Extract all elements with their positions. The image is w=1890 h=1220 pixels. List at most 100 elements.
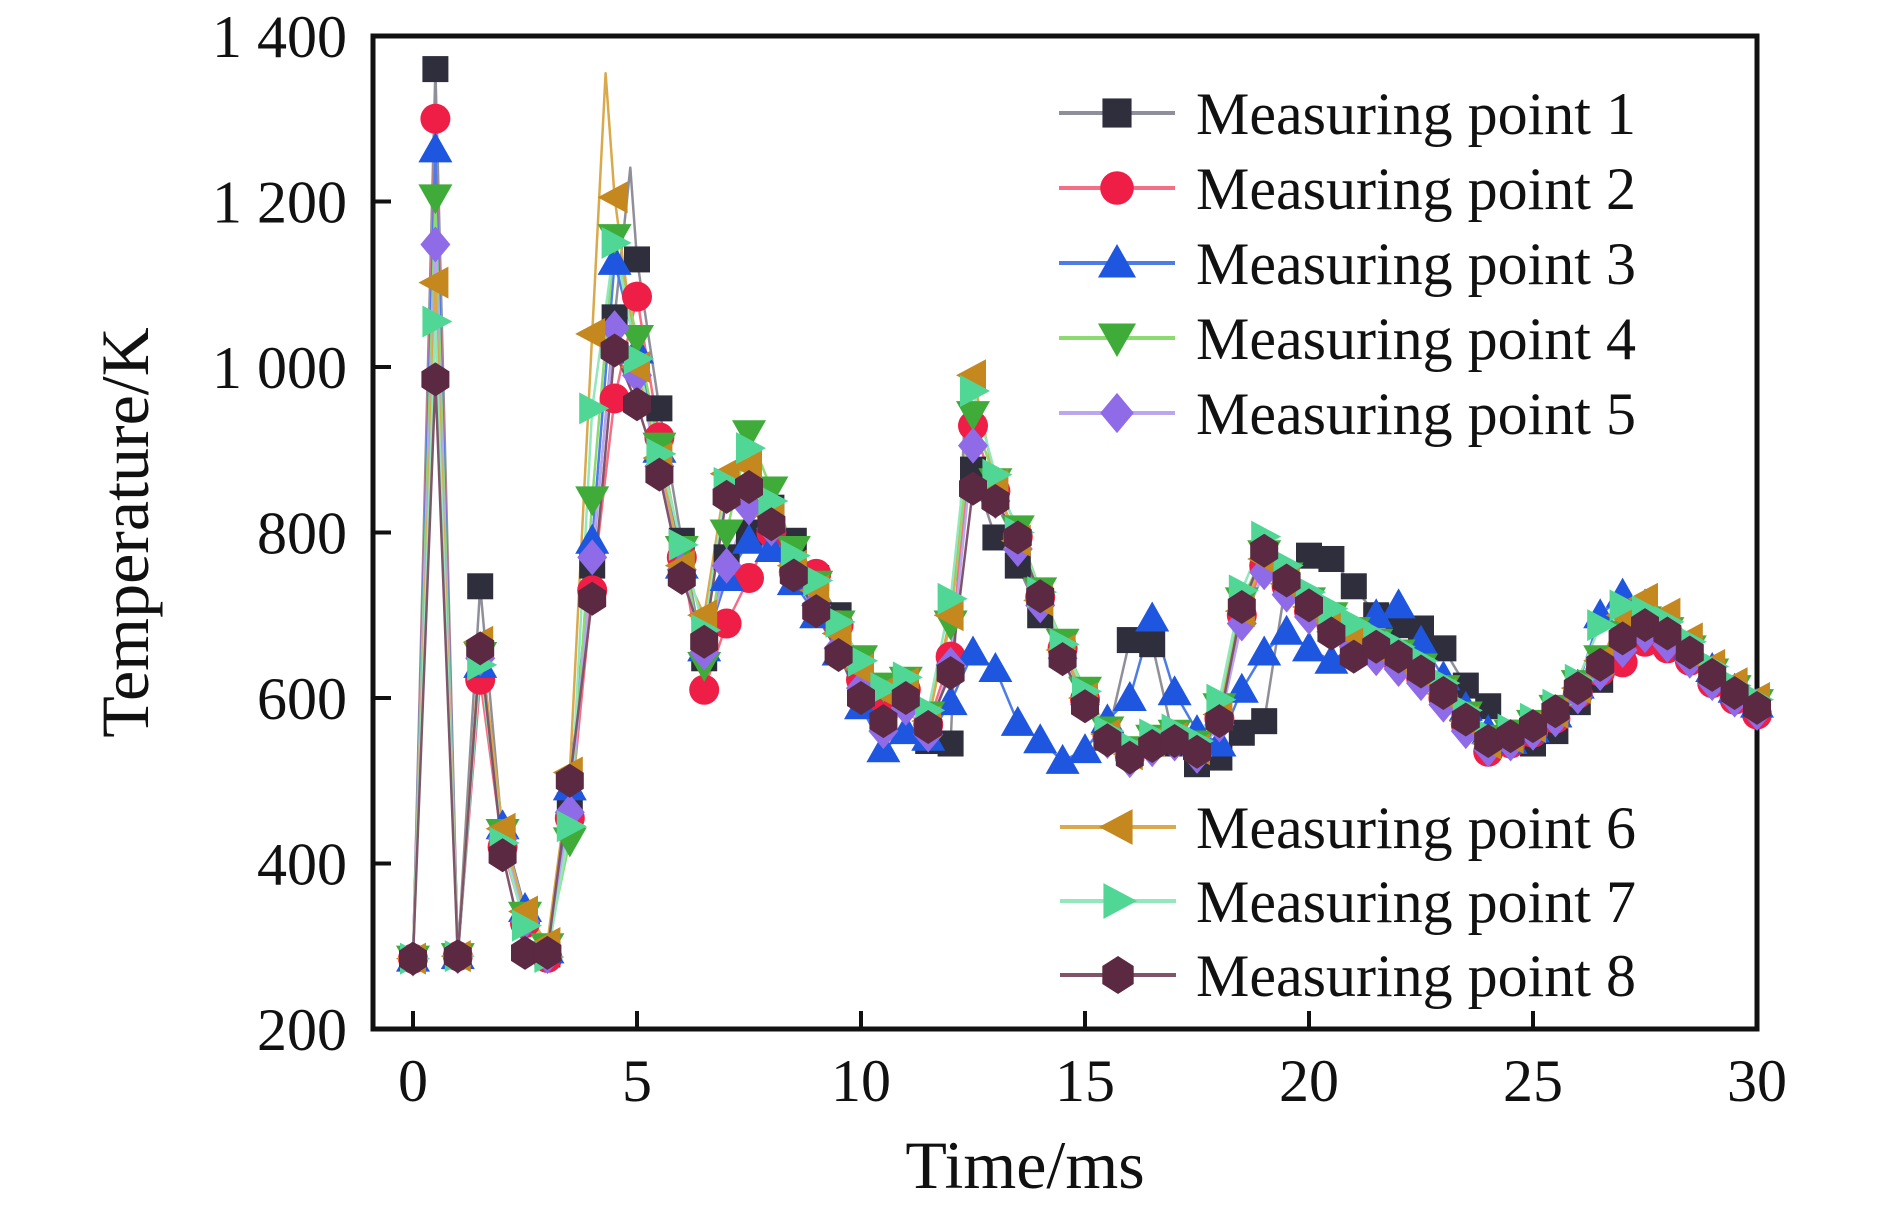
hexagon-marker: [1631, 608, 1659, 643]
series-markers: [396, 56, 1774, 977]
y-tick-label: 600: [257, 666, 347, 732]
y-tick-label: 400: [257, 832, 347, 898]
triangle-up-marker: [1045, 743, 1080, 774]
hexagon-marker: [1205, 704, 1234, 739]
hexagon-marker: [1608, 621, 1637, 656]
hexagon-marker: [1474, 724, 1503, 759]
hexagon-marker: [1586, 647, 1615, 682]
hexagon-marker: [1115, 740, 1144, 775]
legend-item-3: Measuring point 3: [1059, 231, 1636, 297]
triangle-right-marker: [825, 605, 856, 638]
hexagon-marker: [1496, 719, 1525, 754]
hexagon-marker: [1698, 657, 1727, 692]
hexagon-marker: [645, 457, 674, 492]
hexagon-marker: [1653, 616, 1682, 651]
hexagon-marker: [421, 362, 450, 397]
hexagon-marker: [443, 939, 472, 974]
triangle-left-marker: [687, 599, 718, 632]
hexagon-marker: [1384, 639, 1413, 674]
hexagon-marker: [399, 941, 427, 976]
legend: Measuring point 1 Measuring point 2 Measur…: [1059, 81, 1636, 1009]
triangle-right-marker: [601, 226, 632, 259]
triangle-up-marker: [1269, 614, 1304, 645]
triangle-up-marker: [754, 532, 789, 563]
legend-label: Measuring point 6: [1196, 795, 1636, 861]
triangle-right-marker: [579, 392, 610, 425]
x-tick-label: 25: [1503, 1048, 1563, 1114]
hexagon-marker: [936, 656, 965, 691]
legend-label: Measuring point 5: [1196, 381, 1636, 447]
triangle-up-marker: [1023, 723, 1058, 754]
triangle-right-marker: [668, 528, 699, 561]
triangle-up-marker: [597, 244, 632, 275]
triangle-right-marker: [803, 564, 834, 597]
y-tick-label: 1 400: [212, 4, 347, 70]
hexagon-marker: [1102, 955, 1134, 995]
square-marker: [1318, 545, 1345, 572]
hexagon-marker: [1160, 724, 1189, 759]
triangle-right-marker: [556, 810, 587, 843]
hexagon-marker: [779, 558, 808, 593]
legend-label: Measuring point 3: [1196, 231, 1636, 297]
hexagon-marker: [1541, 694, 1570, 729]
diamond-marker: [711, 547, 742, 584]
legend-label: Measuring point 2: [1196, 156, 1636, 222]
hexagon-marker: [1093, 723, 1122, 758]
triangle-right-marker: [624, 342, 654, 375]
legend-item-6: Measuring point 6: [1060, 795, 1636, 861]
triangle-right-marker: [1318, 592, 1349, 625]
hexagon-marker: [690, 624, 719, 659]
x-tick-label: 15: [1055, 1048, 1115, 1114]
triangle-right-marker: [758, 485, 789, 518]
x-tick-label: 10: [831, 1048, 891, 1114]
hexagon-marker: [667, 561, 696, 596]
triangle-up-marker: [1135, 601, 1170, 632]
hexagon-marker: [1451, 702, 1480, 737]
triangle-left-marker: [956, 359, 986, 392]
legend-item-5: Measuring point 5: [1059, 381, 1636, 447]
legend-item-2: Measuring point 2: [1059, 156, 1636, 222]
triangle-up-marker: [933, 685, 968, 716]
diamond-marker: [577, 539, 608, 576]
triangle-left-marker: [597, 181, 628, 214]
circle-marker: [599, 383, 630, 414]
square-marker: [624, 246, 650, 273]
triangle-left-marker: [1098, 809, 1133, 845]
square-marker: [1251, 708, 1278, 735]
legend-item-1: Measuring point 1: [1059, 81, 1636, 147]
x-axis-title: Time/ms: [905, 1127, 1144, 1203]
legend-item-7: Measuring point 7: [1060, 869, 1636, 935]
triangle-up-marker: [1097, 243, 1137, 278]
triangle-down-marker: [732, 420, 766, 451]
y-axis-title: Temperature/K: [87, 327, 163, 738]
triangle-right-marker: [960, 374, 990, 407]
hexagon-marker: [959, 471, 987, 506]
legend-label: Measuring point 1: [1196, 81, 1636, 147]
x-tick-label: 20: [1279, 1048, 1339, 1114]
triangle-right-marker: [1609, 589, 1640, 622]
square-marker: [422, 56, 449, 83]
hexagon-marker: [1003, 520, 1032, 555]
hexagon-marker: [1362, 629, 1391, 664]
hexagon-marker: [1720, 676, 1749, 711]
triangle-up-marker: [1381, 588, 1416, 619]
circle-marker: [689, 674, 720, 705]
triangle-up-marker: [1292, 631, 1326, 662]
triangle-up-marker: [978, 652, 1013, 683]
hexagon-marker: [1675, 635, 1704, 670]
triangle-right-marker: [870, 672, 901, 705]
triangle-up-marker: [1112, 681, 1147, 711]
hexagon-marker: [623, 387, 651, 422]
triangle-right-marker: [1340, 607, 1371, 640]
triangle-right-marker: [937, 582, 968, 615]
hexagon-marker: [1138, 728, 1167, 763]
diamond-marker: [599, 310, 630, 347]
triangle-up-marker: [732, 523, 766, 554]
triangle-right-marker: [848, 644, 878, 677]
square-marker: [1102, 98, 1132, 128]
hexagon-marker: [533, 935, 562, 970]
triangle-right-marker: [512, 909, 542, 942]
triangle-up-marker: [418, 132, 453, 163]
hexagon-marker: [578, 581, 607, 616]
